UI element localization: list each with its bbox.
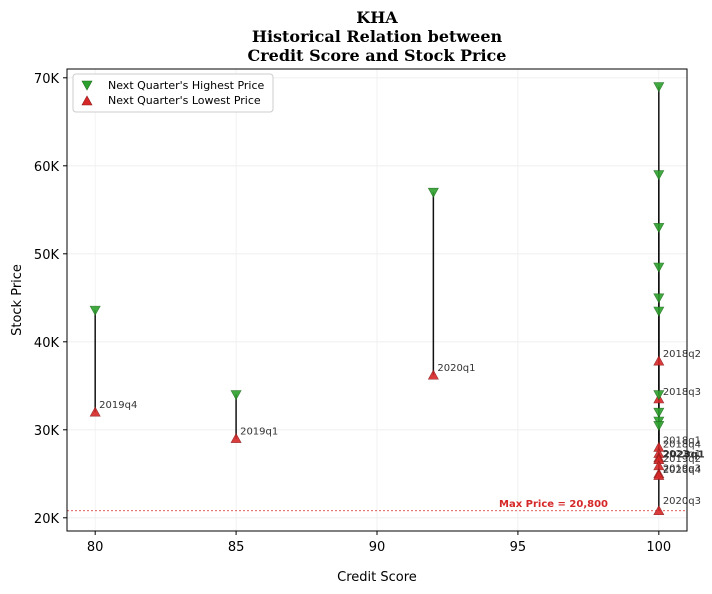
low-price-marker bbox=[427, 369, 439, 380]
high-price-marker bbox=[653, 223, 665, 234]
x-tick-label: 80 bbox=[87, 540, 104, 555]
chart-title-line-2: Historical Relation between bbox=[252, 27, 503, 46]
legend-box bbox=[72, 73, 274, 113]
reference-line-group: Max Price = 20,800 bbox=[67, 499, 687, 512]
point-label: 2018q2 bbox=[663, 349, 701, 360]
legend-high-label: Next Quarter's Highest Price bbox=[108, 79, 265, 92]
legend-high-marker bbox=[81, 80, 93, 91]
chart-title-line-3: Credit Score and Stock Price bbox=[248, 46, 507, 65]
low-price-marker bbox=[653, 355, 665, 366]
y-tick-label: 30K bbox=[34, 424, 60, 439]
grid bbox=[67, 69, 687, 531]
x-tick-label: 100 bbox=[646, 540, 671, 555]
point-label: 2019q3 bbox=[663, 464, 701, 475]
high-price-marker bbox=[653, 407, 665, 418]
low-price-marker bbox=[89, 406, 101, 417]
point-label: 2018q1 bbox=[663, 435, 701, 446]
legend-low-marker bbox=[81, 95, 93, 106]
x-tick-label: 85 bbox=[228, 540, 245, 555]
point-label: 2021q1 bbox=[663, 449, 701, 460]
point-label: 2019q2 bbox=[663, 454, 701, 465]
high-price-marker bbox=[653, 421, 665, 432]
x-ticks: 80 85 90 95 100 bbox=[87, 531, 671, 555]
point-label: 2019q1 bbox=[240, 427, 278, 438]
point-label: 2018q4 bbox=[663, 440, 701, 451]
legend-low-label: Next Quarter's Lowest Price bbox=[108, 94, 261, 107]
point-label: 2018q3 bbox=[663, 387, 701, 398]
high-price-marker bbox=[653, 82, 665, 93]
y-axis-label: Stock Price bbox=[10, 264, 25, 336]
point-labels: 2019q4 2019q1 2020q1 2018q2 2018q3 2018q12018… bbox=[99, 349, 705, 507]
y-tick-label: 20K bbox=[34, 512, 60, 527]
y-tick-label: 40K bbox=[34, 336, 60, 351]
y-tick-label: 70K bbox=[34, 72, 60, 87]
point-label: 2020q3 bbox=[663, 496, 701, 507]
legend: Next Quarter's Highest Price Next Quarte… bbox=[72, 73, 274, 113]
point-label: 2023q1 bbox=[663, 450, 705, 461]
y-tick-label: 60K bbox=[34, 160, 60, 175]
y-tick-label: 50K bbox=[34, 248, 60, 263]
x-axis-label: Credit Score bbox=[337, 570, 417, 585]
point-label: 2020q4 bbox=[663, 465, 701, 476]
low-price-marker bbox=[653, 505, 665, 516]
low-price-marker bbox=[230, 432, 242, 443]
point-label: 2019q4 bbox=[99, 400, 137, 411]
reference-line-label: Max Price = 20,800 bbox=[499, 499, 608, 510]
high-price-marker bbox=[89, 305, 101, 316]
low-price-marker bbox=[653, 469, 665, 480]
x-tick-label: 95 bbox=[510, 540, 527, 555]
high-price-marker bbox=[653, 390, 665, 401]
high-price-marker bbox=[230, 390, 242, 401]
high-price-marker bbox=[653, 306, 665, 317]
point-label: 2020q1 bbox=[437, 363, 475, 374]
high-price-marker bbox=[653, 262, 665, 273]
x-tick-label: 90 bbox=[369, 540, 386, 555]
chart-title-line-1: KHA bbox=[356, 8, 398, 27]
y-ticks: 20K 30K 40K 50K 60K 70K bbox=[34, 72, 67, 527]
high-price-marker bbox=[427, 187, 439, 198]
high-price-marker bbox=[653, 170, 665, 181]
high-price-marker bbox=[653, 293, 665, 304]
markers bbox=[89, 82, 665, 516]
